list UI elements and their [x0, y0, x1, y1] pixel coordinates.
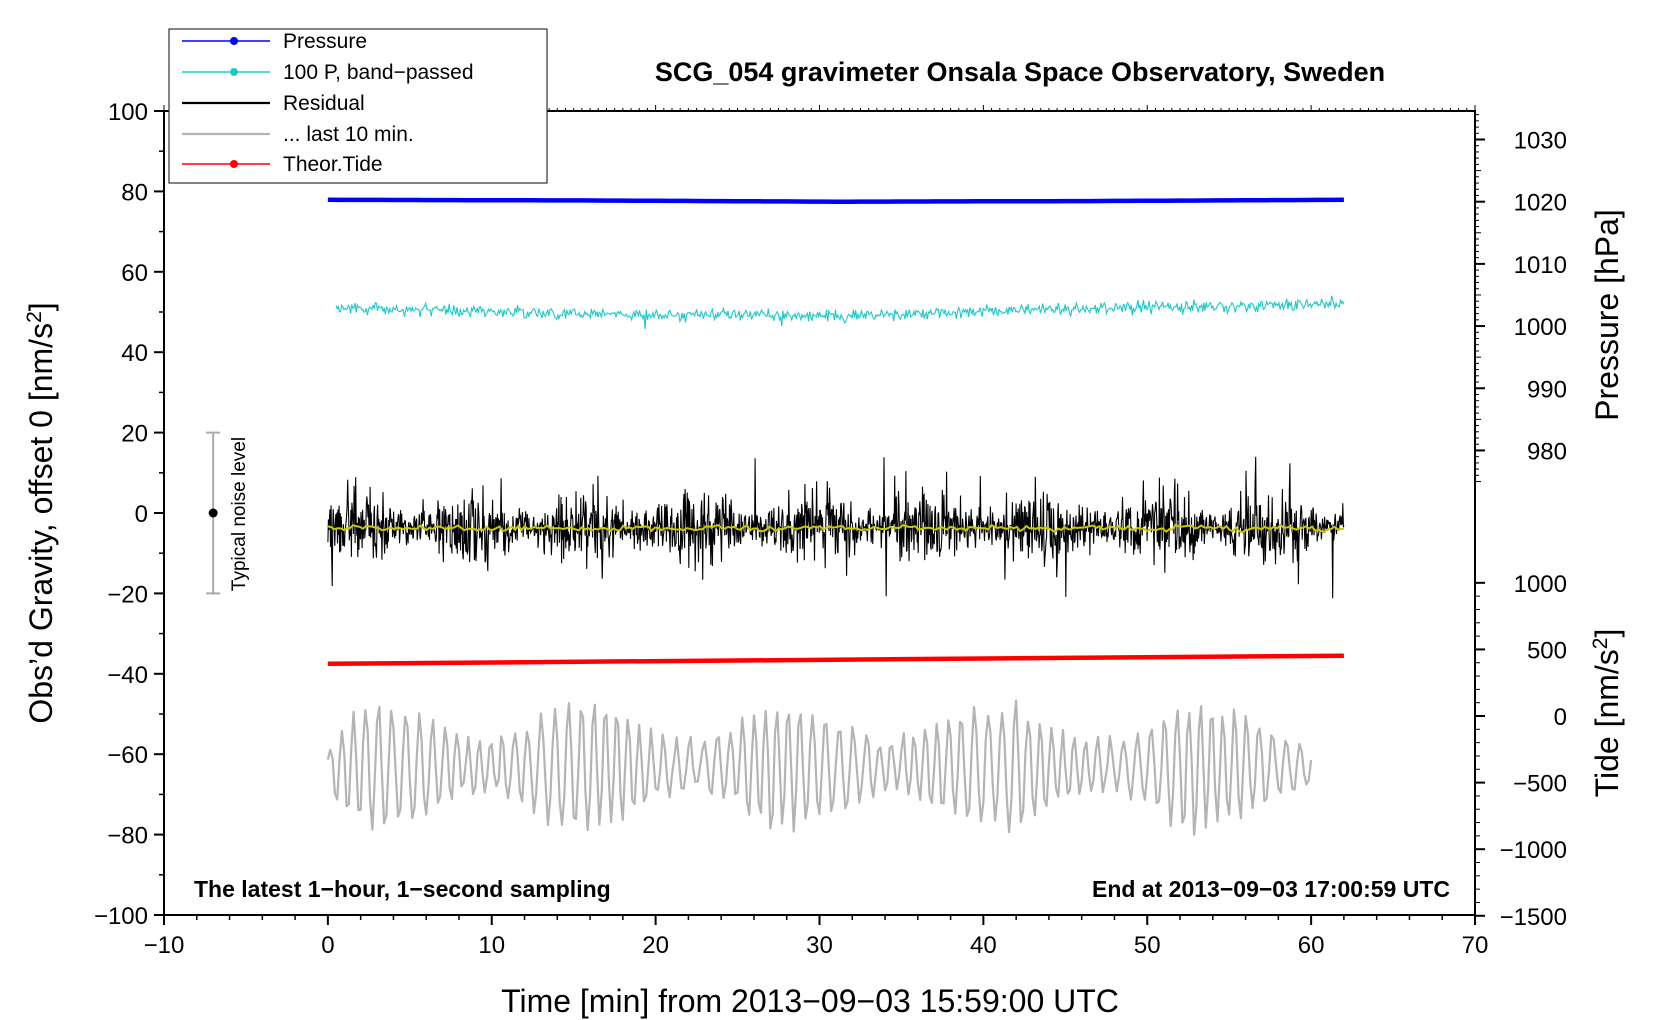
tide-axis-title-end: ]: [1589, 629, 1625, 638]
legend: Pressure 100 P, band−passed Residual ...…: [168, 28, 548, 184]
y-tick-label: −100: [94, 903, 148, 930]
y-tick-label: 20: [121, 421, 148, 448]
legend-box: [168, 28, 548, 184]
chart-title: SCG_054 gravimeter Onsala Space Observat…: [655, 57, 1385, 87]
series-layer: [326, 197, 1345, 836]
tide-tick-label: −500: [1513, 771, 1567, 798]
pressure-axis-title: Pressure [hPa]: [1589, 209, 1625, 421]
pressure-tick-label: 1010: [1514, 252, 1567, 279]
y-axis-title-text: Obs’d Gravity, offset 0 [nm/s: [23, 323, 59, 724]
legend-label-tide: Theor.Tide: [283, 153, 383, 176]
series-pressure: [327, 197, 1344, 204]
y-tick-label: 40: [121, 340, 148, 367]
end-time-annotation: End at 2013−09−03 17:00:59 UTC: [1092, 876, 1450, 902]
legend-label-last10: ... last 10 min.: [283, 123, 414, 146]
tide-tick-label: −1000: [1500, 837, 1567, 864]
x-tick-label: 0: [321, 932, 334, 959]
x-tick-label: 50: [1134, 932, 1161, 959]
tide-axis-title: Tide [nm/s2]: [1589, 629, 1626, 798]
y-tick-label: −80: [107, 823, 148, 850]
x-tick-label: 70: [1462, 932, 1489, 959]
x-tick-label: 30: [806, 932, 833, 959]
tide-axis-title-text: Tide [nm/s: [1589, 649, 1625, 797]
y-tick-label: 60: [121, 260, 148, 287]
noise-bar-center-dot: [208, 508, 218, 518]
series-smoothed-residual: [327, 523, 1345, 534]
y-tick-label: 0: [135, 501, 148, 528]
pressure-tick-label: 1030: [1514, 128, 1567, 155]
legend-keys: [182, 37, 270, 168]
series-theor-tide: [327, 653, 1344, 666]
noise-bar: [206, 431, 221, 595]
y-axis-title-sup: 2: [23, 311, 46, 323]
pressure-tick-label: 980: [1527, 438, 1567, 465]
legend-label-residual: Residual: [283, 92, 365, 115]
axis-layer: −10 0 10 20 30 40 50 60 70−100−80−60−40−20020406…: [94, 99, 1567, 959]
legend-label-bandpassed: 100 P, band−passed: [283, 61, 474, 84]
y-tick-label: −40: [107, 662, 148, 689]
y-tick-label: −20: [107, 581, 148, 608]
pressure-tick-label: 1020: [1514, 190, 1567, 217]
y-tick-label: −60: [107, 742, 148, 769]
x-tick-label: 60: [1298, 932, 1325, 959]
x-tick-label: −10: [144, 932, 185, 959]
pressure-tick-label: 990: [1527, 376, 1567, 403]
y-axis-title: Obs’d Gravity, offset 0 [nm/s2]: [23, 302, 60, 723]
legend-dot-theor-tide: [230, 160, 238, 168]
series-band-passed: [335, 295, 1345, 330]
series-residual: [327, 456, 1345, 599]
x-tick-label: 40: [970, 932, 997, 959]
legend-label-pressure: Pressure: [283, 30, 367, 53]
noise-bar-label: Typical noise level: [229, 437, 250, 591]
x-axis-title: Time [min] from 2013−09−03 15:59:00 UTC: [501, 983, 1119, 1019]
tide-tick-label: −1500: [1500, 904, 1567, 931]
y-tick-label: 80: [121, 179, 148, 206]
y-tick-label: 100: [108, 99, 148, 126]
x-tick-label: 10: [478, 932, 505, 959]
tide-tick-label: 500: [1527, 637, 1567, 664]
y-axis-title-end: ]: [23, 302, 59, 311]
legend-dot-pressure: [230, 37, 238, 45]
series-last-10-min: [326, 699, 1313, 836]
sampling-annotation: The latest 1−hour, 1−second sampling: [194, 876, 611, 902]
tide-tick-label: 0: [1554, 704, 1567, 731]
pressure-tick-label: 1000: [1514, 314, 1567, 341]
legend-dot-band-passed: [230, 68, 238, 76]
x-tick-label: 20: [642, 932, 669, 959]
tide-tick-label: 1000: [1514, 571, 1567, 598]
tide-axis-title-sup: 2: [1589, 638, 1612, 650]
